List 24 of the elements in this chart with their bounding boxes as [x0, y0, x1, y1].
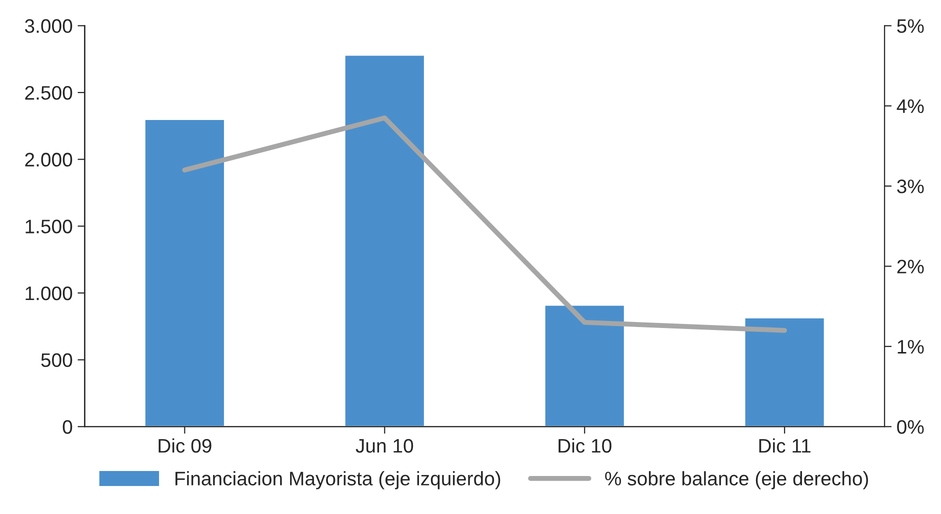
- y-tick-label: 2.500: [25, 86, 72, 100]
- bar: [744, 317, 826, 427]
- bar: [544, 304, 626, 427]
- y2-tick-label: 5%: [897, 19, 924, 33]
- y-tick-label: 500: [41, 353, 72, 368]
- x-tick-label: Dic 11: [759, 438, 810, 453]
- legend-label: % sobre balance (eje derecho): [605, 471, 868, 490]
- x-tick-label: Dic 10: [558, 438, 612, 453]
- y-tick-label: 3.000: [24, 19, 72, 33]
- line-series: [182, 115, 787, 333]
- x-tick-label: Dic 09: [158, 438, 212, 453]
- y-tick-label: 1.000: [26, 286, 72, 300]
- y-tick-label: 0: [62, 420, 72, 434]
- x-tick-label: Jun 10: [356, 438, 414, 453]
- bar: [344, 54, 426, 427]
- bar: [144, 118, 226, 427]
- y2-tick-label: 2%: [897, 260, 924, 274]
- y2-tick-label: 1%: [898, 340, 924, 354]
- y2-tick-label: 4%: [896, 99, 924, 114]
- y2-tick-label: 3%: [897, 180, 924, 194]
- y2-tick-label: 0%: [897, 420, 924, 434]
- y-tick-label: 1.500: [26, 220, 72, 234]
- legend-label: Financiacion Mayorista (eje izquierdo): [176, 471, 500, 490]
- y-tick-label: 2.000: [25, 152, 72, 167]
